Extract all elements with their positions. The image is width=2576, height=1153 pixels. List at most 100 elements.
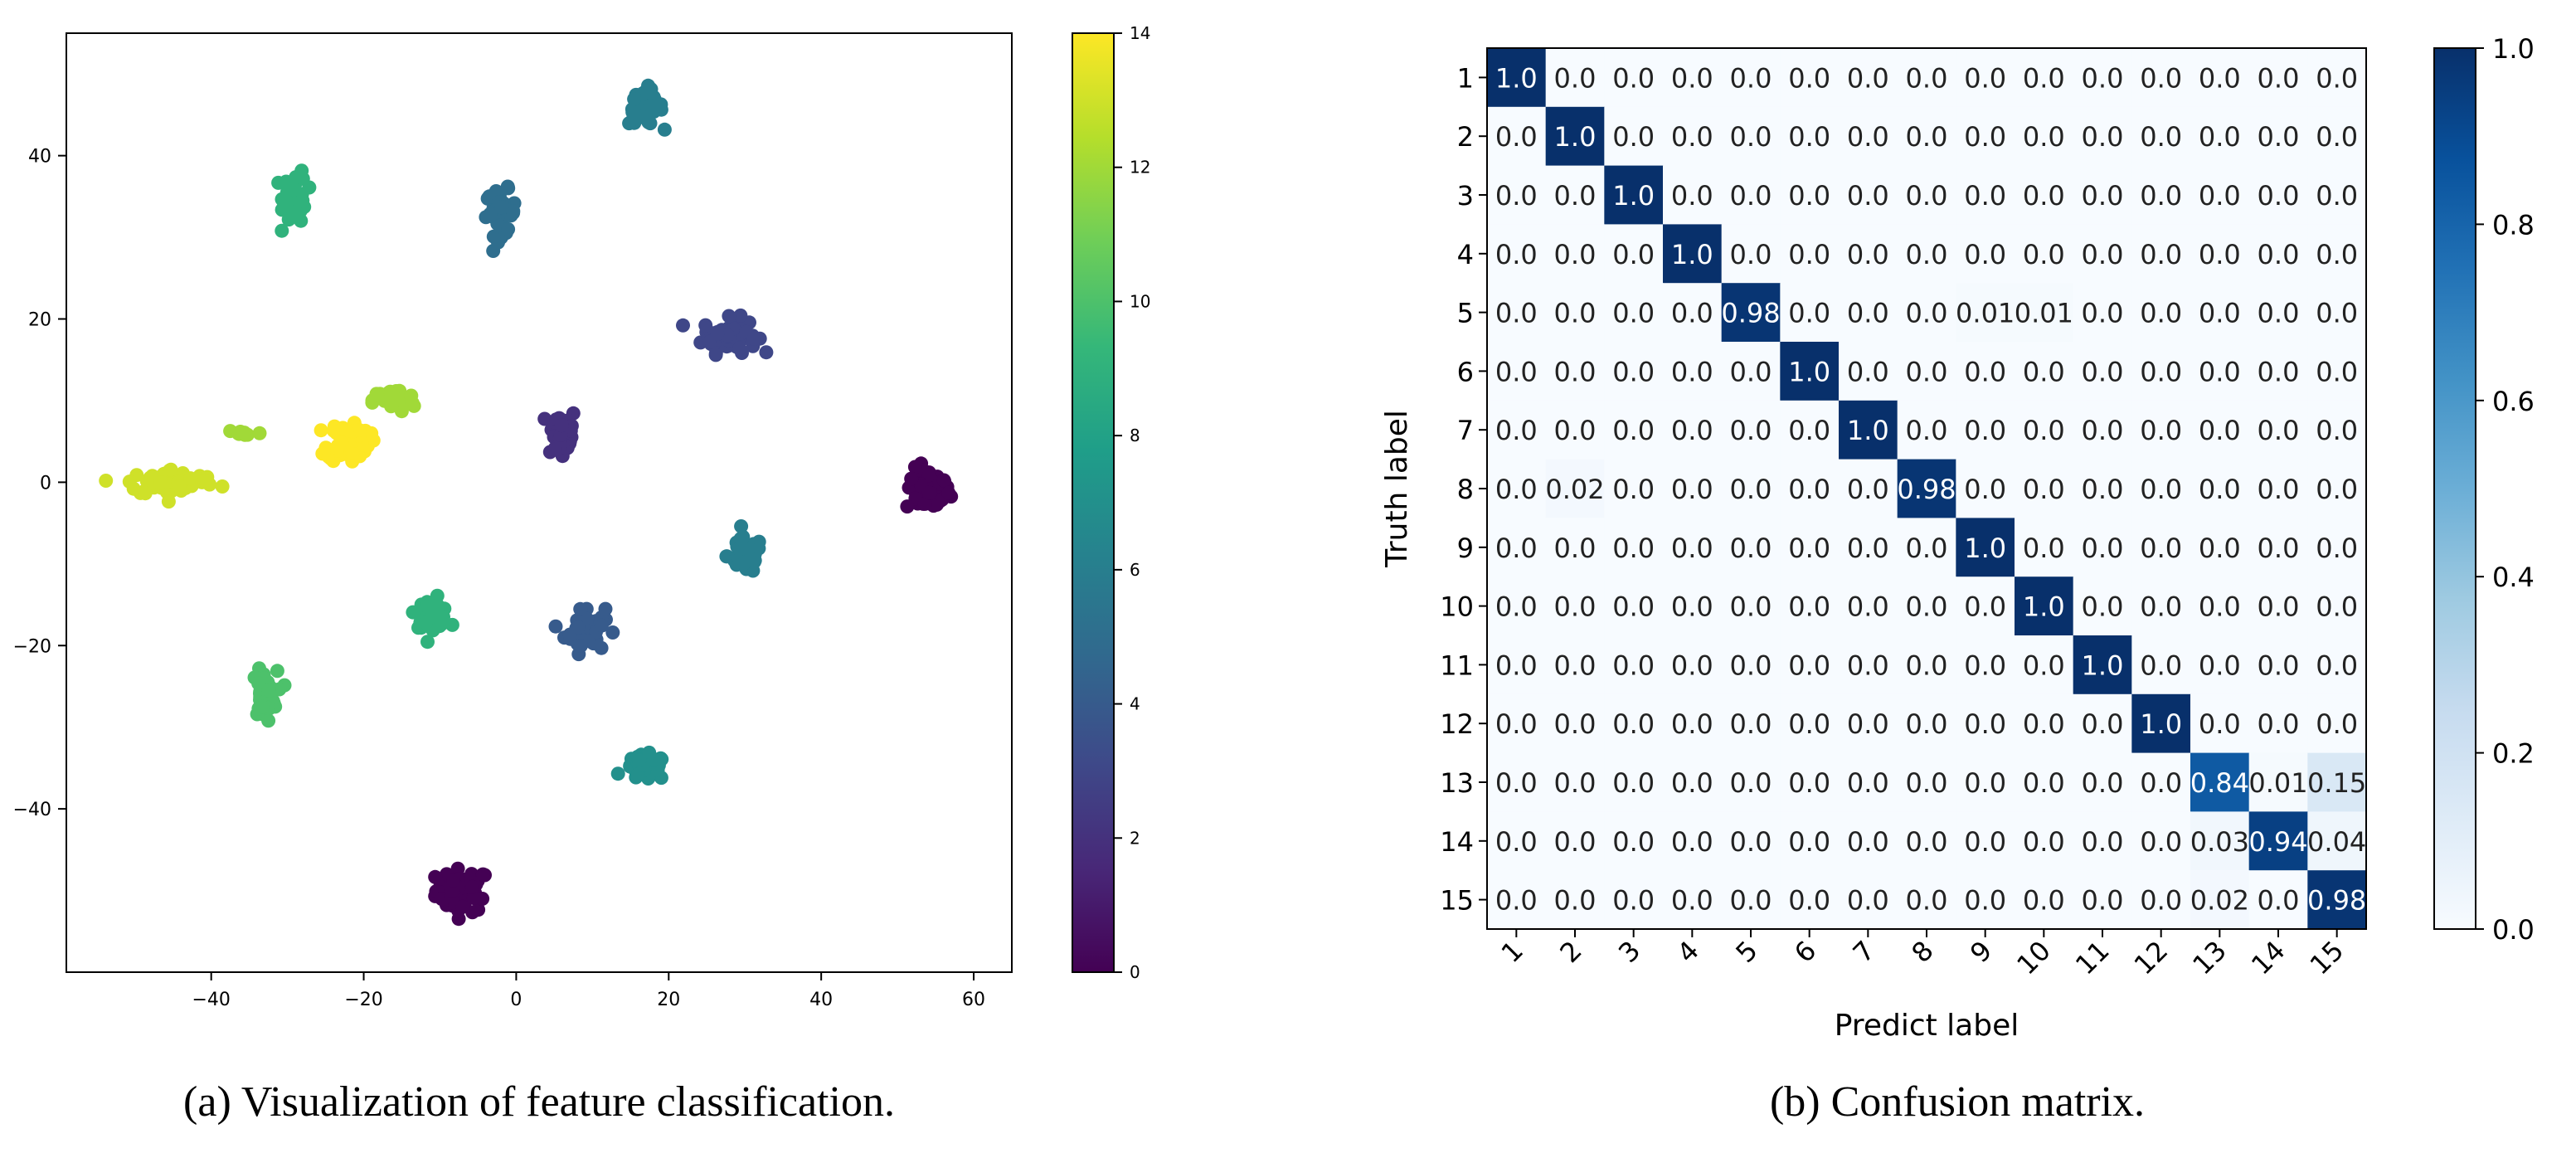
confusion-cell-value: 1.0 [2082,649,2124,681]
confusion-cell [1897,576,1956,636]
confusion-cell-value: 1.0 [2140,708,2182,740]
confusion-cell-value: 0.0 [2199,474,2241,505]
confusion-cell-value: 0.0 [1847,298,1889,329]
confusion-cell-value: 0.0 [1612,356,1655,387]
scatter-point [197,474,211,488]
confusion-cell-value: 0.0 [1788,533,1830,564]
confusion-cell-value: 0.0 [2258,298,2300,329]
confusion-cell [2190,752,2250,812]
scatter-cluster-class-10 [247,661,292,728]
confusion-cell-value: 0.0 [1906,62,1948,94]
confusion-cell-value: 0.0 [1495,356,1538,387]
confusion-x-tick-label: 8 [1905,935,1939,969]
confusion-cell [1604,693,1664,754]
scatter-point [446,873,460,888]
scatter-point [428,869,443,884]
confusion-cell [2307,693,2367,754]
confusion-cell [1956,811,2015,871]
confusion-x-tick-label: 4 [1671,935,1705,969]
confusion-cell [2073,106,2132,167]
scatter-point [276,199,291,214]
confusion-cell-value: 0.0 [1612,474,1655,505]
confusion-cell-value: 0.0 [1612,121,1655,153]
scatter-plot-frame [66,32,1013,973]
confusion-cell [1956,635,2015,695]
confusion-cell-value: 0.0 [1495,767,1538,799]
confusion-cell-value: 0.0 [2023,533,2065,564]
scatter-cluster-class-12 [365,383,421,419]
scatter-point [907,460,922,474]
confusion-cell [1545,224,1605,284]
scatter-point [921,485,936,500]
confusion-cell [2190,811,2250,871]
confusion-cell-value: 0.15 [2307,767,2366,799]
confusion-cell-value: 0.0 [2258,415,2300,446]
confusion-cell-value: 0.0 [2023,767,2065,799]
confusion-cell [1780,811,1840,871]
confusion-cell-value: 0.0 [2316,62,2358,94]
confusion-cell-value: 0.0 [1671,649,1713,681]
confusion-matrix-cells: 1.0 0.0 0.0 0.0 0.0 0.0 0.0 0.0 0.0 0.0 0.0 0.0 0.0 0… [1487,48,2367,930]
confusion-cell [2131,400,2191,460]
confusion-cell [1545,518,1605,577]
confusion-cell-value: 0.02 [1545,474,1604,505]
scatter-cluster-class-6 [719,519,766,578]
caption-a: (a) Visualization of feature classificat… [183,1078,895,1126]
confusion-cell [1545,576,1605,636]
confusion-cell [2248,48,2308,108]
confusion-cell-value: 0.0 [1847,239,1889,270]
confusion-cell-value: 0.0 [1788,121,1830,153]
confusion-cell [1780,518,1840,577]
confusion-cell [2307,283,2367,343]
confusion-x-tick-label: 7 [1847,935,1881,969]
confusion-cell [2307,752,2367,812]
confusion-cell-value: 0.0 [1906,591,1948,623]
confusion-cell-value: 1.0 [1612,180,1655,212]
confusion-cell-value: 0.0 [1847,885,1889,917]
confusion-x-tick-label: 14 [2245,935,2292,981]
confusion-x-tick-label: 6 [1788,935,1822,969]
confusion-cell-value: 0.0 [2140,356,2182,387]
confusion-cell [1897,752,1956,812]
confusion-cell-value: 0.0 [1730,708,1772,740]
confusion-cell [1780,48,1840,108]
confusion-cell [1604,811,1664,871]
confusion-cell [2307,811,2367,871]
scatter-point [313,423,328,438]
confusion-cell-value: 1.0 [1788,356,1830,387]
confusion-cell [2015,48,2074,108]
confusion-cell-value: 0.84 [2190,767,2249,799]
confusion-cell-value: 0.0 [1788,885,1830,917]
confusion-cell-value: 0.0 [1964,121,2006,153]
confusion-cell [2131,165,2191,225]
confusion-cell [2073,870,2132,930]
confusion-cell-value: 0.0 [2316,474,2358,505]
scatter-point [594,618,609,633]
scatter-x-tick-label: −40 [192,990,230,1010]
confusion-cell-value: 0.0 [1730,239,1772,270]
confusion-cell-value: 0.0 [2082,298,2124,329]
confusion-x-axis-label: Predict label [1835,1009,2019,1043]
confusion-cell [2015,576,2074,636]
confusion-y-tick-label: 2 [1457,121,1474,153]
confusion-cell [2131,224,2191,284]
confusion-cell-value: 0.0 [1554,649,1597,681]
confusion-cell-value: 0.0 [1495,708,1538,740]
scatter-point [455,899,470,914]
confusion-cell-value: 0.0 [2258,180,2300,212]
confusion-cell [2073,635,2132,695]
confusion-cell-value: 0.0 [1671,62,1713,94]
confusion-cell [1956,518,2015,577]
confusion-cell-value: 0.0 [2082,239,2124,270]
confusion-cell [1545,811,1605,871]
confusion-cell [1545,870,1605,930]
confusion-cell [1897,48,1956,108]
confusion-y-tick-label: 10 [1440,591,1474,623]
scatter-cluster-class-14 [313,416,381,469]
scatter-point [255,699,270,714]
scatter-point [475,867,490,882]
confusion-x-tick-label: 5 [1729,935,1763,969]
confusion-cell-value: 0.0 [1495,591,1538,623]
confusion-cell-value: 0.0 [2199,649,2241,681]
confusion-cell [2307,400,2367,460]
